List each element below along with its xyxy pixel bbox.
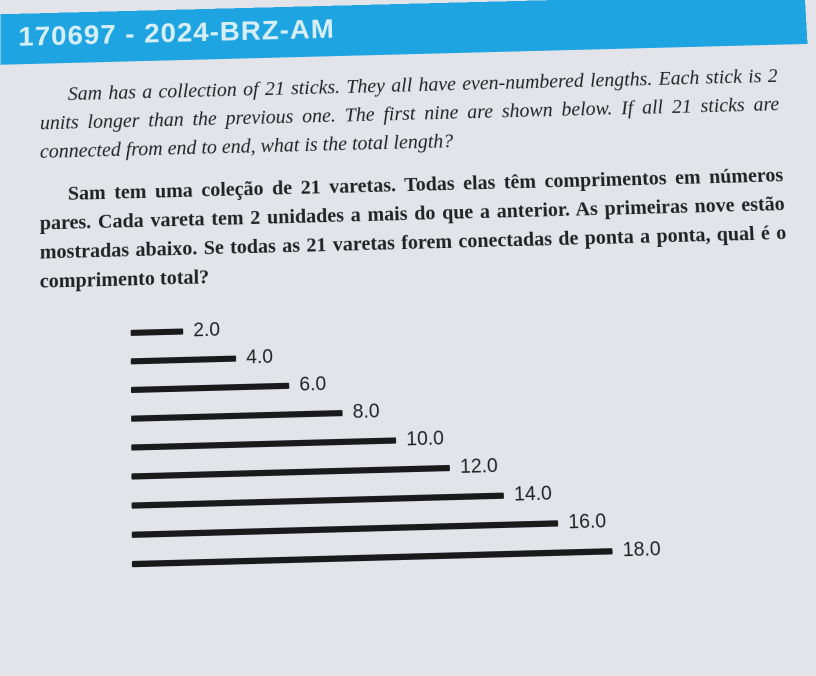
stick-bar [131, 356, 236, 365]
stick-label: 16.0 [568, 511, 607, 535]
stick-bar [132, 548, 613, 567]
header-code: 170697 - 2024-BRZ-AM [18, 13, 335, 51]
stick-label: 18.0 [622, 538, 661, 562]
stick-bar [132, 493, 504, 509]
stick-bar [132, 520, 558, 538]
sticks-diagram: 2.0 4.0 6.0 8.0 10.0 12.0 14.0 16.0 18.0 [131, 301, 804, 578]
stick-label: 4.0 [246, 346, 273, 369]
stick-bar [131, 410, 343, 422]
stick-label: 14.0 [514, 483, 553, 507]
stick-label: 10.0 [406, 428, 444, 452]
question-portuguese: Sam tem uma coleção de 21 varetas. Todas… [40, 161, 789, 296]
stick-bar [131, 383, 289, 393]
stick-label: 2.0 [193, 319, 220, 342]
stick-bar [131, 465, 450, 480]
stick-label: 8.0 [352, 401, 379, 424]
stick-label: 6.0 [299, 374, 326, 397]
question-english: Sam has a collection of 21 sticks. They … [40, 62, 782, 167]
stick-bar [131, 437, 396, 450]
document-content: Sam has a collection of 21 sticks. They … [0, 44, 816, 593]
stick-bar [131, 328, 184, 335]
stick-label: 12.0 [460, 455, 498, 479]
